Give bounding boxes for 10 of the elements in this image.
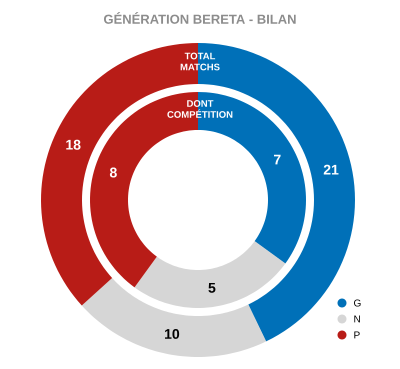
- chart-title: GÉNÉRATION BERETA - BILAN: [104, 12, 296, 24]
- data-label: 10: [165, 329, 180, 339]
- data-label: 18: [66, 140, 81, 150]
- legend-label: N: [354, 316, 360, 322]
- legend-label: G: [354, 299, 361, 307]
- data-label: 7: [274, 154, 281, 164]
- data-label: 8: [110, 168, 117, 178]
- data-label: 5: [208, 283, 216, 293]
- legend-label: P: [354, 332, 360, 338]
- data-label: 21: [324, 164, 338, 175]
